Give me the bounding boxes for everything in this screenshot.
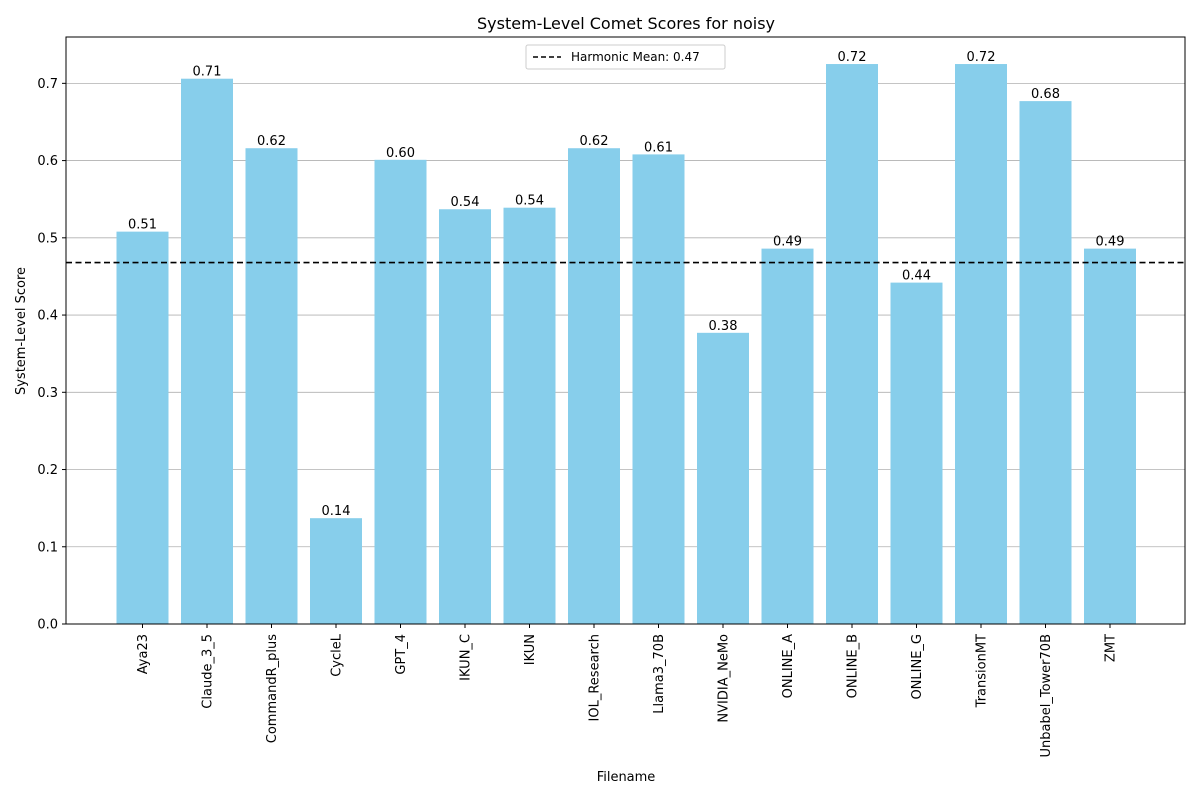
bar — [245, 148, 298, 624]
bar — [632, 154, 685, 624]
bar — [439, 209, 491, 624]
bar-value-label: 0.68 — [1031, 87, 1060, 102]
legend-box — [525, 44, 726, 70]
bar — [374, 159, 427, 624]
x-tick-label: ZMT — [1104, 634, 1119, 662]
bar — [310, 518, 362, 624]
y-ticks: 0.0 0.1 0.2 0.3 0.4 0.5 0.6 0.7 — [37, 77, 66, 633]
bar — [568, 148, 620, 624]
bar — [890, 282, 943, 624]
bars-layer — [116, 64, 1136, 625]
bar-value-label: 0.14 — [322, 504, 351, 519]
bar — [116, 231, 169, 624]
x-tick-label: NVIDIA_NeMo — [717, 634, 732, 723]
bar-value-label: 0.71 — [193, 65, 222, 80]
x-tick-label: ONLINE_G — [910, 634, 925, 700]
bar — [1019, 101, 1072, 625]
bar-value-label: 0.60 — [386, 146, 415, 161]
legend: Harmonic Mean: 0.47 — [525, 44, 726, 70]
x-tick-label: Aya23 — [136, 634, 151, 674]
x-tick-label: Claude_3_5 — [201, 634, 216, 709]
bar — [826, 64, 878, 624]
bar — [761, 248, 814, 624]
x-tick-label: CycleL — [330, 633, 345, 677]
y-tick-label: 0.1 — [37, 540, 58, 555]
y-tick-label: 0.2 — [37, 463, 58, 478]
bar — [697, 332, 749, 624]
bar-value-label: 0.49 — [1096, 235, 1125, 250]
y-tick-label: 0.5 — [37, 231, 58, 246]
bar — [955, 64, 1007, 624]
axes-layer — [65, 36, 1186, 625]
y-tick-label: 0.7 — [37, 77, 58, 92]
x-tick-label: Unbabel_Tower70B — [1039, 634, 1054, 757]
bar — [503, 207, 556, 624]
x-tick-label: ONLINE_A — [781, 634, 796, 698]
bar-value-label: 0.51 — [128, 218, 157, 233]
bar-value-label: 0.49 — [773, 235, 802, 250]
bar-value-label: 0.54 — [451, 195, 480, 210]
bar — [181, 78, 233, 625]
x-tick-label: GPT_4 — [394, 634, 409, 675]
grid-layer — [66, 82, 1185, 625]
bar-value-label: 0.38 — [709, 319, 738, 334]
chart-title: System-Level Comet Scores for noisy — [477, 14, 775, 33]
legend-label: Harmonic Mean: 0.47 — [571, 50, 700, 64]
y-tick-label: 0.6 — [37, 154, 58, 169]
x-axis-title: Filename — [597, 770, 656, 785]
y-tick-label: 0.4 — [37, 309, 58, 324]
x-ticks: Aya23 Claude_3_5 CommandR_plus CycleL GPT_4 I… — [136, 624, 1119, 757]
bar-value-label: 0.44 — [902, 269, 931, 284]
bar-value-labels: 0.51 0.71 0.62 0.14 0.60 0.54 0.54 0.62 0.61 0.38… — [128, 50, 1124, 519]
bar-value-label: 0.54 — [515, 194, 544, 209]
x-tick-label: IKUN_C — [459, 634, 474, 681]
x-tick-label: ONLINE_B — [846, 634, 861, 698]
bar — [1084, 248, 1136, 624]
x-tick-label: Llama3_70B — [652, 634, 667, 714]
bar-value-label: 0.62 — [580, 134, 609, 149]
bar-value-label: 0.61 — [644, 140, 673, 155]
bar-value-label: 0.72 — [838, 50, 867, 65]
y-tick-label: 0.0 — [37, 618, 58, 633]
y-tick-label: 0.3 — [37, 386, 58, 401]
x-tick-label: IKUN — [523, 634, 538, 665]
x-tick-label: TransionMT — [975, 634, 990, 708]
x-tick-label: IOL_Research — [588, 634, 603, 721]
bar-value-label: 0.62 — [257, 134, 286, 149]
y-axis-title: System-Level Score — [14, 267, 29, 395]
x-tick-label: CommandR_plus — [265, 634, 280, 743]
bar-value-label: 0.72 — [967, 50, 996, 65]
plot-frame — [65, 36, 1186, 625]
